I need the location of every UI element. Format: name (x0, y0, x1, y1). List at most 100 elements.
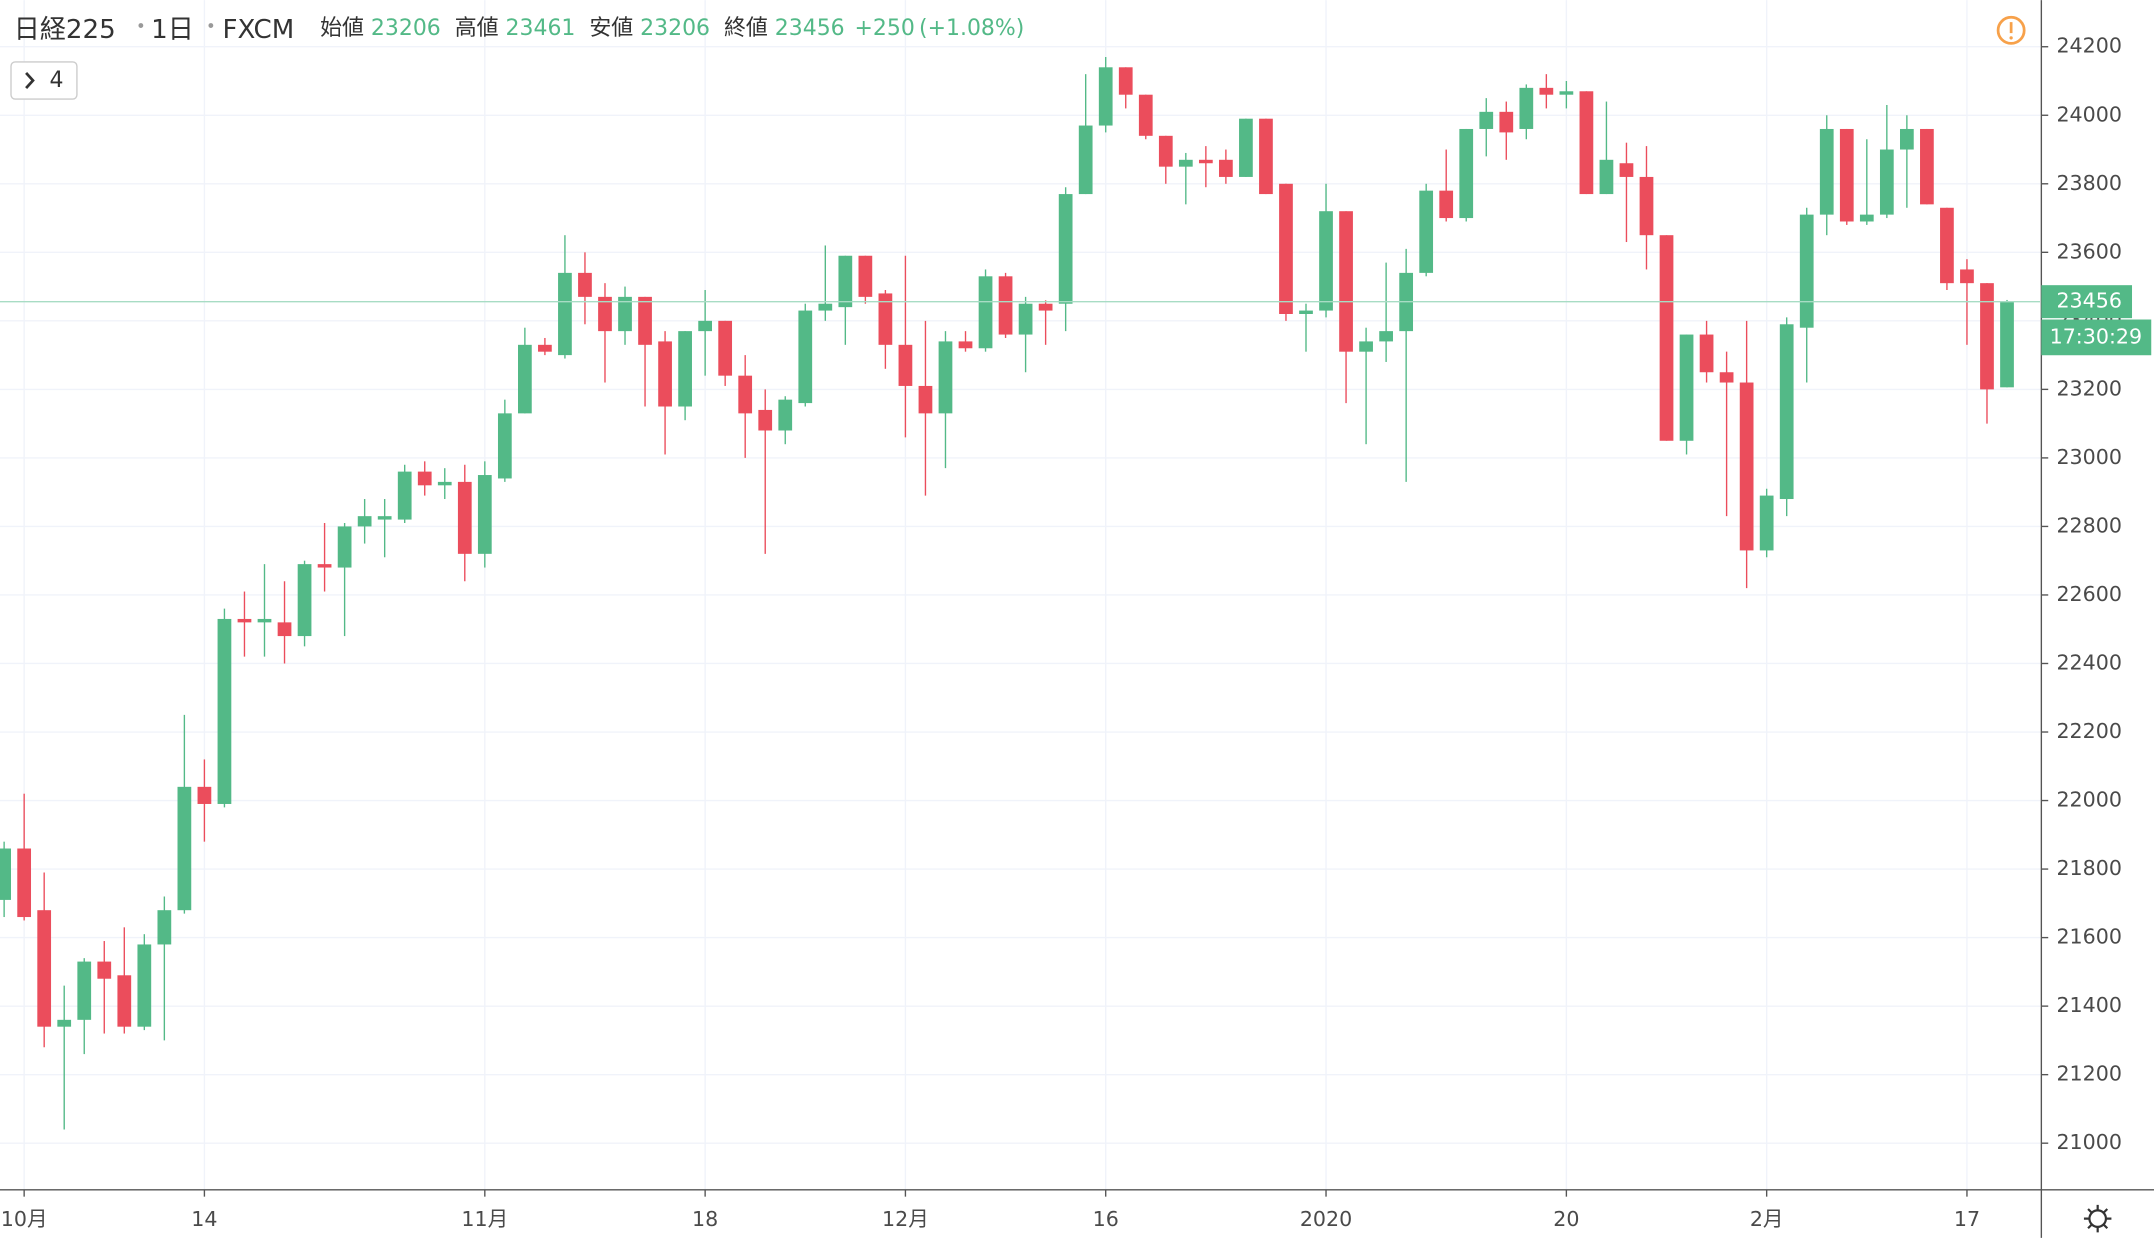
candle-body (137, 944, 152, 1027)
candle-body (217, 618, 232, 804)
candle-body (1479, 111, 1494, 129)
candle-body (1459, 128, 1474, 219)
candle-body (858, 255, 873, 297)
candle-body (638, 296, 652, 345)
open-label: 始値 (320, 16, 364, 41)
y-tick-label: 22000 (2056, 788, 2122, 812)
candle-body (1619, 163, 1634, 177)
candle-body (598, 296, 612, 332)
close-value: 23456 (775, 16, 845, 41)
candle-body (37, 910, 52, 1027)
grid (0, 0, 2040, 1190)
x-tick-label: 16 (1093, 1207, 1119, 1231)
close-label: 終値 (724, 16, 768, 41)
candle-body (1118, 67, 1133, 95)
x-tick-label: 12月 (882, 1207, 929, 1231)
candle-body (1499, 111, 1514, 133)
y-tick-label: 21600 (2056, 925, 2122, 949)
y-tick-label: 21400 (2056, 993, 2122, 1017)
candle-body (1279, 183, 1293, 314)
candle-body (578, 272, 592, 297)
candle-body (1599, 159, 1614, 195)
candle-body (1960, 269, 1974, 284)
settings-icon[interactable] (2083, 1204, 2112, 1233)
candle-body (1219, 159, 1233, 177)
candle-body (57, 1019, 72, 1027)
candle-body (1679, 334, 1694, 441)
candle-body (1920, 128, 1934, 205)
candle-body (1018, 303, 1033, 335)
countdown-tag (2041, 319, 2152, 356)
candle-body (1319, 211, 1333, 311)
alert-circle (1996, 15, 2026, 45)
candle-body (1379, 331, 1393, 342)
x-tick-label: 11月 (461, 1207, 508, 1231)
candle-body (1639, 176, 1654, 236)
candle-body (678, 331, 692, 407)
candle-body (157, 910, 172, 945)
candle-body (337, 526, 352, 568)
y-tick-label: 24200 (2056, 34, 2122, 58)
candle-body (2000, 301, 2014, 388)
candle-body (237, 618, 252, 623)
low-value: 23206 (640, 16, 710, 41)
x-tick-label: 17 (1954, 1207, 1980, 1231)
symbol: 日経225 (14, 15, 116, 45)
candle-body (17, 848, 32, 918)
candle-body (77, 961, 92, 1020)
candle-body (1158, 135, 1173, 167)
alert-icon[interactable] (1996, 15, 2026, 45)
candle-body (1659, 235, 1674, 441)
change-pct: (+1.08%) (919, 16, 1024, 41)
candle-body (1078, 125, 1093, 195)
interval: 1日 (151, 15, 194, 45)
separator: • (206, 17, 216, 36)
alert-dot (2009, 36, 2013, 40)
candle-body (658, 341, 672, 407)
candle-body (397, 471, 412, 520)
candle-body (357, 516, 372, 527)
candle-body (1980, 283, 1994, 390)
candle-body (758, 409, 773, 431)
candle-body (878, 293, 893, 345)
candle-body (1799, 214, 1814, 328)
candle-body (818, 303, 833, 311)
y-tick-label: 22600 (2056, 582, 2122, 606)
candle-body (1779, 324, 1794, 500)
high-value: 23461 (506, 16, 576, 41)
candle-body (718, 320, 733, 376)
legend-toggle[interactable]: 4 (10, 61, 78, 100)
y-tick-label: 24000 (2056, 102, 2122, 126)
candle-body (738, 375, 753, 414)
candle-body (1859, 214, 1874, 222)
candle-body (938, 341, 953, 414)
candle-body (1739, 382, 1754, 551)
low-label: 安値 (589, 16, 633, 41)
candle-body (277, 622, 292, 637)
y-tick-label: 22800 (2056, 513, 2122, 537)
candle-body (1198, 159, 1213, 164)
candle-body (998, 276, 1013, 335)
candle-body (317, 564, 332, 568)
y-tick-label: 21800 (2056, 856, 2122, 880)
high-label: 高値 (455, 16, 499, 41)
candle-body (558, 272, 572, 356)
candle-body (477, 475, 492, 554)
y-tick-label: 21200 (2056, 1062, 2122, 1086)
candle-body (257, 618, 272, 623)
candle-body (117, 975, 132, 1027)
candle-body (1038, 303, 1053, 311)
candle-body (1699, 334, 1714, 373)
candles (0, 57, 2014, 1130)
y-tick-label: 22200 (2056, 719, 2122, 743)
y-tick-label: 23200 (2056, 376, 2122, 400)
candle-body (97, 961, 112, 979)
candle-body (1940, 207, 1954, 284)
candle-body (377, 516, 392, 520)
last-price-label: 23456 (2056, 289, 2122, 313)
x-tick-label: 2月 (1750, 1207, 1784, 1231)
legend-button[interactable] (10, 61, 78, 100)
candle-body (1299, 310, 1313, 314)
candle-body (1419, 190, 1434, 273)
